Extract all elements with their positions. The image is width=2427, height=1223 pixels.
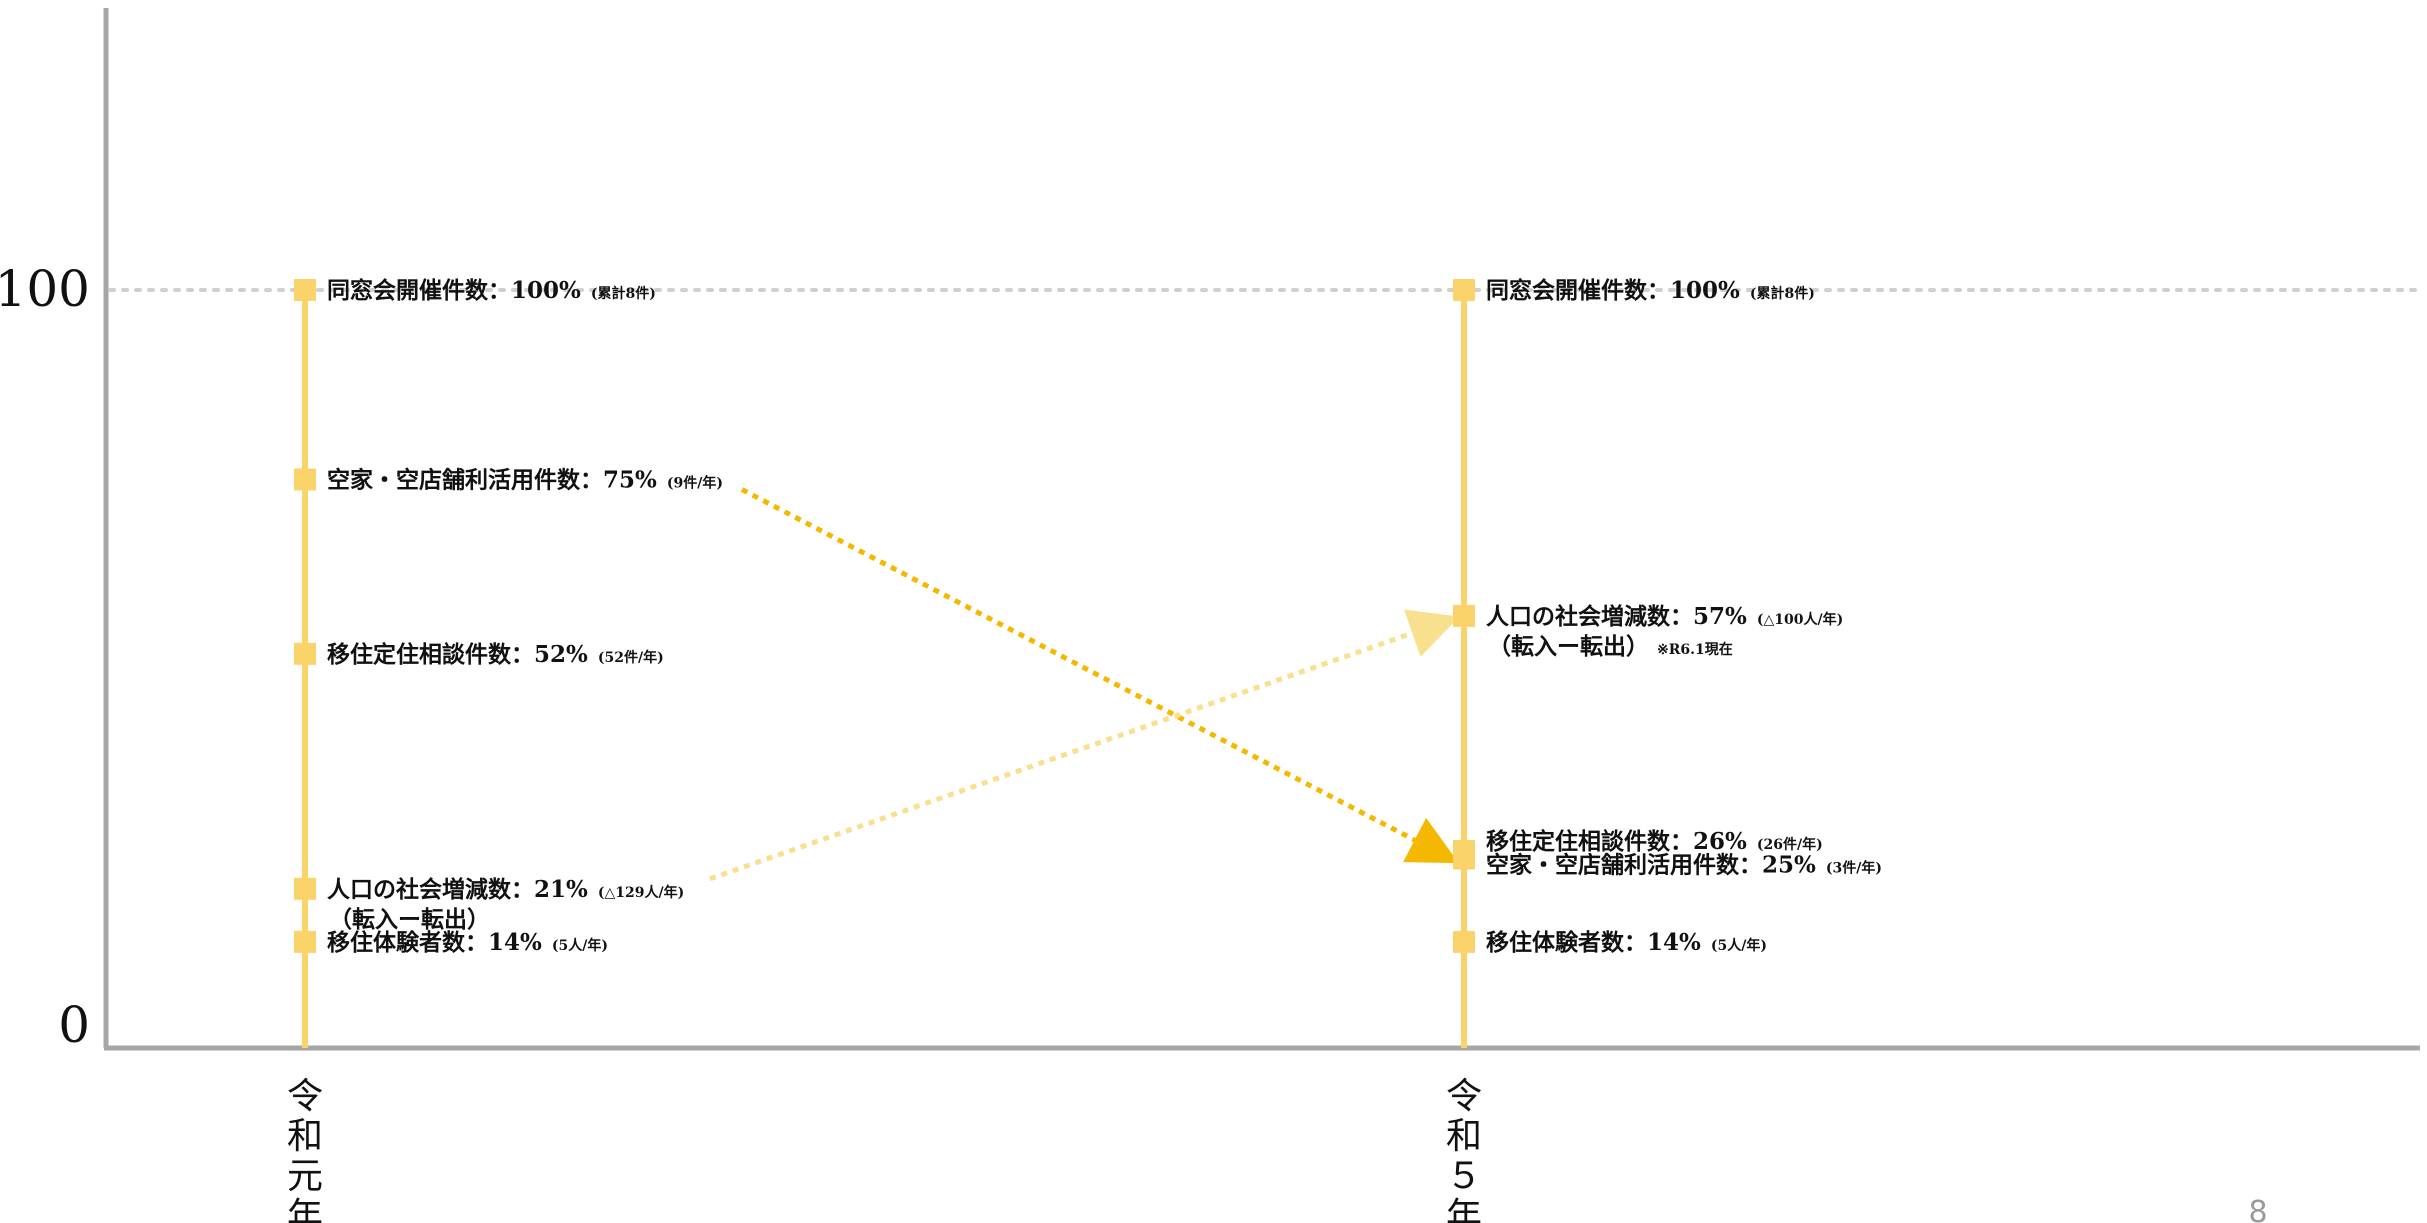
data-label-sub: （転入ー転出）	[329, 906, 490, 933]
data-label-main: 移住体験者数：14%	[327, 929, 542, 956]
category-label: 令和元年	[287, 1076, 323, 1223]
data-label-main: 同窓会開催件数：100%	[1486, 277, 1740, 304]
data-label: 移住体験者数：14% (5人/年)	[327, 929, 608, 956]
data-label-main: 移住定住相談件数：26%	[1486, 828, 1747, 855]
data-point-marker	[1453, 839, 1475, 862]
data-label-note: (3件/年)	[1826, 860, 1882, 877]
change-arrow-down	[740, 487, 1459, 864]
data-point-marker	[294, 279, 316, 301]
data-point-marker	[294, 468, 316, 491]
y-tick-label: 0	[58, 996, 90, 1054]
data-point-marker	[1453, 930, 1475, 953]
data-label-note: (累計8件)	[1750, 285, 1815, 302]
data-label: 同窓会開催件数：100% (累計8件)	[1486, 277, 1815, 304]
data-point-marker	[1453, 279, 1475, 301]
marks-layer: 同窓会開催件数：100% (累計8件) 同窓会開催件数：100% (累計8件) 空家・空…	[294, 277, 1882, 956]
data-label-main: 空家・空店舗利活用件数：75%	[327, 467, 657, 494]
data-label-note: (累計8件)	[591, 285, 656, 302]
data-point-marker	[294, 930, 316, 953]
data-label: 空家・空店舗利活用件数：75% (9件/年)	[327, 467, 723, 494]
data-point-marker	[294, 877, 316, 900]
data-label-main: 同窓会開催件数：100%	[327, 277, 581, 304]
data-label: 空家・空店舗利活用件数：25% (3件/年)	[1486, 852, 1882, 879]
data-label-note: (5人/年)	[552, 937, 608, 954]
data-label-note: (52件/年)	[598, 649, 664, 666]
data-label-note: (26件/年)	[1757, 836, 1823, 853]
data-label-note: (9件/年)	[667, 475, 723, 492]
data-label-main: 移住定住相談件数：52%	[327, 641, 588, 668]
data-label: 人口の社会増減数：21% (△129人/年)	[327, 876, 684, 903]
data-label-main: 人口の社会増減数：21%	[327, 876, 588, 903]
category-label: 令和５年	[1446, 1076, 1482, 1223]
data-label: 同窓会開催件数：100% (累計8件)	[327, 277, 656, 304]
data-point-marker	[1453, 604, 1475, 627]
data-label: 移住定住相談件数：52% (52件/年)	[327, 641, 664, 668]
data-label-main: 空家・空店舗利活用件数：25%	[1486, 852, 1816, 879]
page-number: 8	[2248, 1195, 2267, 1223]
data-label: 人口の社会増減数：57% (△100人/年)	[1486, 603, 1843, 630]
data-label-note: (5人/年)	[1711, 937, 1767, 954]
data-label-sub: （転入ー転出） ※R6.1現在	[1488, 633, 1733, 660]
data-label: 移住体験者数：14% (5人/年)	[1486, 929, 1767, 956]
data-label-note: (△129人/年)	[598, 884, 684, 901]
data-label-note: (△100人/年)	[1757, 611, 1843, 628]
change-arrow-up	[709, 609, 1460, 882]
data-point-marker	[294, 642, 316, 665]
y-tick-label: 100	[0, 260, 90, 318]
data-label-main: 移住体験者数：14%	[1486, 929, 1701, 956]
data-label-main: 人口の社会増減数：57%	[1486, 603, 1747, 630]
data-label: 移住定住相談件数：26% (26件/年)	[1486, 828, 1823, 855]
